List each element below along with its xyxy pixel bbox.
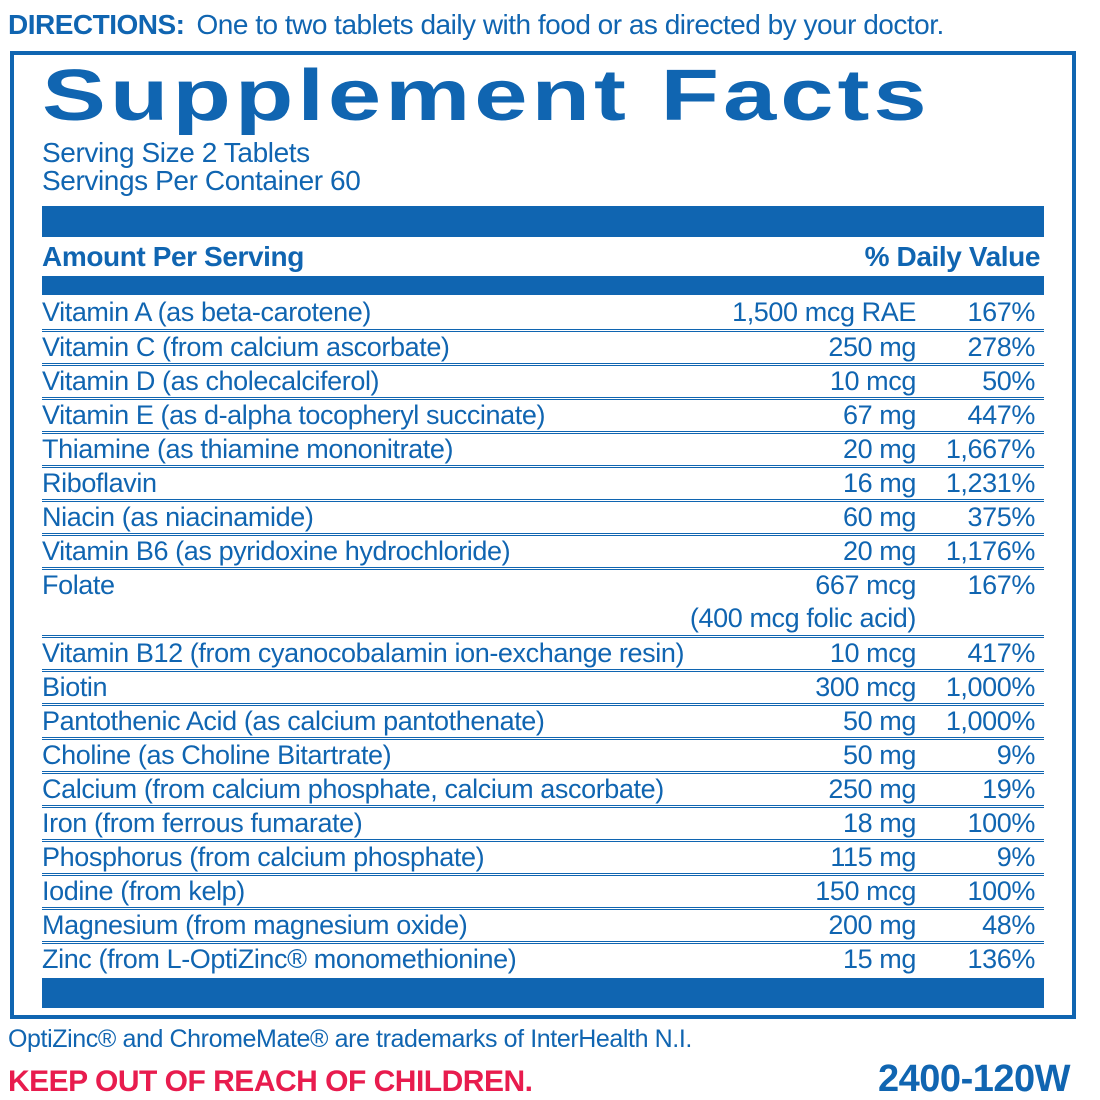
nutrient-dv: 1,176% [945,536,1036,567]
table-row: Iron (from ferrous fumarate) 18 mg 100% [42,805,1044,839]
table-row: (400 mcg folic acid) [42,601,1044,635]
nutrient-dv: 9% [996,740,1036,771]
table-row: Phosphorus (from calcium phosphate) 115 m… [42,839,1044,873]
nutrient-dv: 375% [967,502,1036,533]
nutrient-name: Vitamin C (from calcium ascorbate) [42,332,450,363]
nutrient-name: Iron (from ferrous fumarate) [42,808,363,839]
nutrient-dv: 48% [982,910,1035,941]
nutrient-name: Vitamin D (as cholecalciferol) [42,366,380,397]
supplement-facts-panel: Supplement Facts Serving Size 2 Tablets … [10,51,1076,1020]
nutrient-name: Pantothenic Acid (as calcium pantothenat… [42,706,545,737]
table-row: Choline (as Choline Bitartrate) 50 mg 9% [42,737,1044,771]
table-row: Vitamin B6 (as pyridoxine hydrochloride)… [42,533,1044,567]
serving-size: Serving Size 2 Tablets [42,137,310,169]
directions-line: DIRECTIONS: One to two tablets daily with… [8,9,1094,41]
nutrient-name: Vitamin E (as d-alpha tocopheryl succina… [42,400,546,431]
nutrient-amount: 250 mg [828,774,916,805]
table-row: Biotin 300 mcg 1,000% [42,669,1044,703]
nutrient-dv: 417% [967,638,1036,669]
table-row: Vitamin B12 (from cyanocobalamin ion-exc… [42,635,1044,669]
table-row: Vitamin A (as beta-carotene) 1,500 mcg RA… [42,295,1044,329]
nutrient-name: Vitamin A (as beta-carotene) [42,296,371,327]
nutrient-dv: 1,231% [945,468,1036,499]
nutrient-amount: 300 mcg [815,672,916,703]
nutrient-amount: 20 mg [842,536,916,567]
table-row: Vitamin E (as d-alpha tocopheryl succina… [42,397,1044,431]
trademark-note: OptiZinc® and ChromeMate® are trademarks… [8,1025,692,1054]
warning-row: KEEP OUT OF REACH OF CHILDREN. 2400-120W [8,1058,1070,1100]
product-code: 2400-120W [878,1058,1070,1100]
separator-bar-bottom [42,978,1044,1009]
table-row: Thiamine (as thiamine mononitrate) 20 mg 1… [42,431,1044,465]
daily-value-label: % Daily Value [864,240,1041,272]
nutrient-dv: 50% [982,366,1035,397]
nutrient-dv: 9% [996,842,1036,873]
separator-bar-header [42,276,1044,296]
nutrient-name: Zinc (from L-OptiZinc® monomethionine) [42,944,517,975]
facts-rows: Vitamin A (as beta-carotene) 1,500 mcg RA… [42,295,1044,975]
amount-per-serving-label: Amount Per Serving [42,240,304,272]
nutrient-name: Biotin [42,672,108,703]
footer: OptiZinc® and ChromeMate® are trademarks… [8,1025,1070,1100]
nutrient-dv: 447% [967,400,1036,431]
directions-label: DIRECTIONS: [8,9,185,40]
nutrient-name: Niacin (as niacinamide) [42,502,314,533]
nutrient-dv: 19% [982,774,1035,805]
nutrient-dv: 278% [967,332,1036,363]
nutrient-dv: 136% [967,944,1036,975]
table-row: Vitamin D (as cholecalciferol) 10 mcg 50% [42,363,1044,397]
nutrient-dv: 1,000% [945,672,1036,703]
nutrient-name: Choline (as Choline Bitartrate) [42,740,392,771]
directions-text: One to two tablets daily with food or as… [196,9,945,40]
nutrient-name: Folate [42,570,115,601]
nutrient-dv: 167% [967,296,1036,327]
nutrient-amount: 10 mcg [829,638,917,669]
nutrient-dv: 1,000% [945,706,1036,737]
nutrient-name: Magnesium (from magnesium oxide) [42,910,468,941]
keep-out-warning: KEEP OUT OF REACH OF CHILDREN. [8,1065,533,1099]
nutrient-dv: 100% [967,808,1036,839]
nutrient-amount: 667 mcg [815,570,916,601]
table-row: Calcium (from calcium phosphate, calcium… [42,771,1044,805]
nutrient-name: Iodine (from kelp) [42,876,245,907]
nutrient-name: Thiamine (as thiamine mononitrate) [42,434,454,465]
nutrient-amount: 67 mg [842,400,916,431]
table-row: Vitamin C (from calcium ascorbate) 250 mg… [42,329,1044,363]
nutrient-amount: (400 mcg folic acid) [689,602,916,633]
table-row: Folate 667 mcg 167% [42,567,1044,601]
nutrient-dv: 100% [967,876,1036,907]
table-header-row: Amount Per Serving % Daily Value [42,237,1044,276]
nutrient-amount: 10 mcg [829,366,917,397]
table-row: Zinc (from L-OptiZinc® monomethionine) 15… [42,941,1044,975]
nutrient-name: Vitamin B12 (from cyanocobalamin ion-exc… [42,638,685,669]
panel-title: Supplement Facts [42,56,931,136]
table-row: Magnesium (from magnesium oxide) 200 mg 48… [42,907,1044,941]
nutrient-amount: 16 mg [842,468,916,499]
servings-per-container: Servings Per Container 60 [42,165,361,197]
nutrient-name: Riboflavin [42,468,157,499]
nutrient-name: Calcium (from calcium phosphate, calcium… [42,774,664,805]
nutrient-name: Phosphorus (from calcium phosphate) [42,842,485,873]
nutrient-amount: 15 mg [842,944,916,975]
table-row: Riboflavin 16 mg 1,231% [42,465,1044,499]
nutrient-amount: 20 mg [842,434,916,465]
separator-bar-top [42,206,1044,238]
nutrient-dv: 1,667% [945,434,1036,465]
nutrient-amount: 60 mg [842,502,916,533]
nutrient-amount: 115 mg [830,842,916,873]
nutrient-amount: 18 mg [842,808,916,839]
table-row: Niacin (as niacinamide) 60 mg 375% [42,499,1044,533]
nutrient-dv: 167% [967,570,1036,601]
nutrient-name: Vitamin B6 (as pyridoxine hydrochloride) [42,536,511,567]
nutrient-amount: 50 mg [842,706,916,737]
nutrient-amount: 1,500 mcg RAE [732,296,916,327]
nutrient-amount: 50 mg [842,740,916,771]
nutrient-amount: 250 mg [828,332,916,363]
nutrient-amount: 150 mcg [815,876,916,907]
table-row: Pantothenic Acid (as calcium pantothenat… [42,703,1044,737]
table-row: Iodine (from kelp) 150 mcg 100% [42,873,1044,907]
nutrient-amount: 200 mg [828,910,916,941]
